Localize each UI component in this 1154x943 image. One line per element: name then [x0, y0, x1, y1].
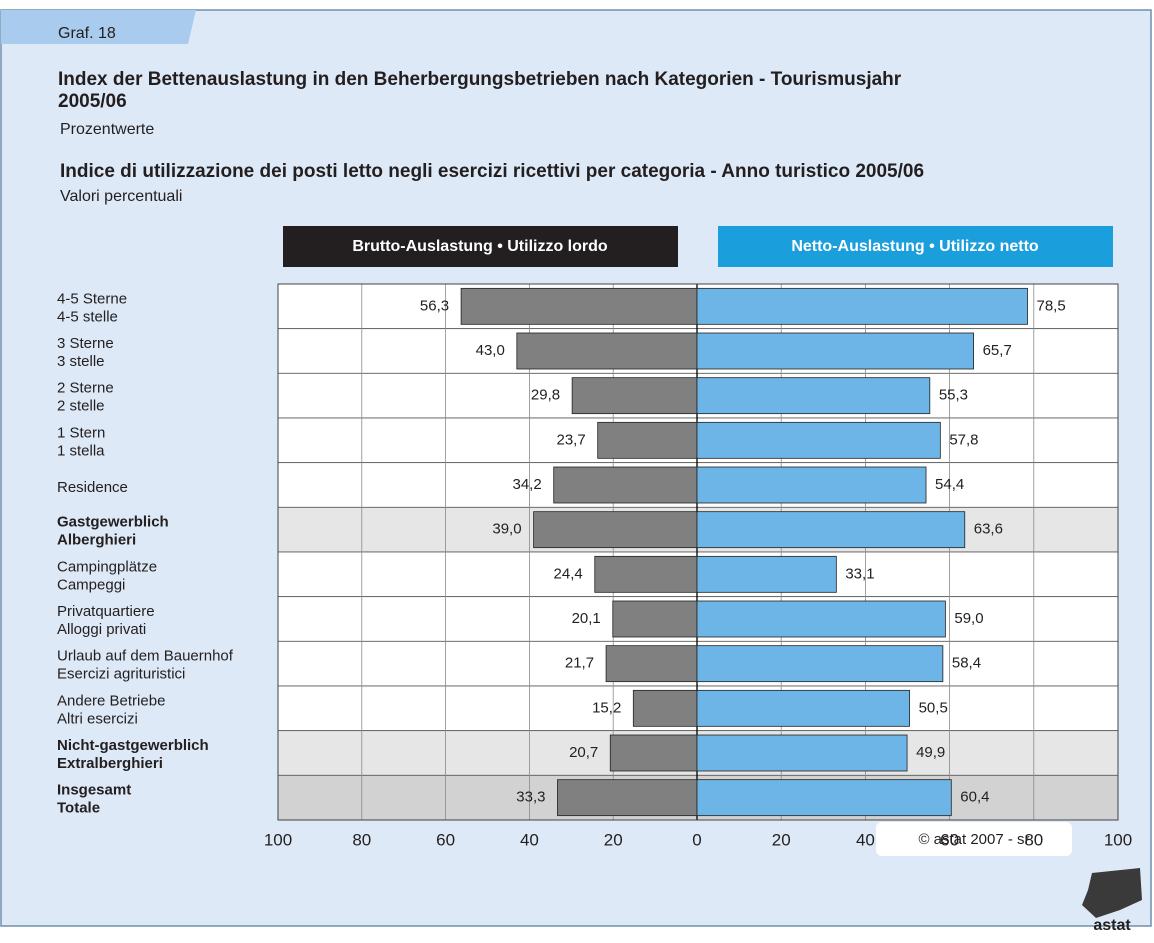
value-label: 15,2	[592, 699, 621, 716]
bar	[696, 287, 1028, 325]
chart-subtitle: Prozentwerte	[60, 121, 154, 138]
legend-label: Brutto-Auslastung • Utilizzo lordo	[352, 238, 608, 255]
chart-subtitle-2: Valori percentuali	[60, 188, 182, 205]
value-label: 24,4	[554, 565, 583, 582]
value-label: 78,5	[1036, 297, 1065, 314]
bar	[612, 600, 698, 638]
category-label: 2 Sterne 2 stelle	[57, 380, 114, 415]
bar	[533, 511, 698, 549]
chart-title: Index der Bettenauslastung in den Beherb…	[58, 69, 902, 112]
value-label: 63,6	[974, 521, 1003, 538]
value-label: 34,2	[512, 476, 541, 493]
tab	[1, 10, 196, 44]
x-tick-label: 0	[692, 830, 701, 849]
bar	[696, 466, 927, 504]
bar	[696, 555, 837, 593]
x-tick-label: 80	[1024, 830, 1043, 849]
bar	[594, 555, 698, 593]
bar	[696, 600, 946, 638]
category-label: Insgesamt Totale	[57, 782, 131, 817]
bar	[696, 645, 944, 683]
category-label: Nicht-gastgewerblich Extralberghieri	[57, 737, 209, 772]
category-label: 3 Sterne 3 stelle	[57, 335, 114, 370]
bar	[571, 377, 698, 415]
value-label: 49,9	[916, 744, 945, 761]
value-label: 59,0	[954, 610, 983, 627]
x-tick-label: 20	[604, 830, 623, 849]
x-tick-label: 80	[352, 830, 371, 849]
category-label: Campingplätze Campeggi	[57, 558, 157, 593]
value-label: 20,1	[572, 610, 601, 627]
category-label: 4-5 Sterne 4-5 stelle	[57, 290, 127, 325]
bar	[696, 779, 952, 817]
x-tick-label: 20	[772, 830, 791, 849]
bar	[557, 779, 698, 817]
x-tick-label: 40	[520, 830, 539, 849]
value-label: 54,4	[935, 476, 964, 493]
category-label: Privatquartiere Alloggi privati	[57, 603, 155, 638]
value-label: 58,4	[952, 655, 981, 672]
bar	[696, 511, 966, 549]
value-label: 55,3	[939, 387, 968, 404]
bar	[696, 377, 931, 415]
legend-label: Netto-Auslastung • Utilizzo netto	[791, 238, 1039, 255]
value-label: 50,5	[919, 699, 948, 716]
bar	[696, 734, 908, 772]
bar	[632, 689, 698, 727]
x-tick-label: 40	[856, 830, 875, 849]
plot-frame	[277, 283, 1119, 821]
series-header	[718, 226, 1113, 267]
value-label: 56,3	[420, 297, 449, 314]
category-label: Gastgewerblich Alberghieri	[57, 514, 169, 549]
value-label: 43,0	[476, 342, 505, 359]
bar	[696, 421, 941, 459]
value-label: 39,0	[492, 521, 521, 538]
logo-text: astat	[1093, 917, 1131, 934]
bar	[553, 466, 698, 504]
copyright-box	[876, 822, 1072, 856]
bar	[605, 645, 698, 683]
x-tick-label: 60	[436, 830, 455, 849]
bar	[460, 287, 698, 325]
value-label: 33,1	[845, 565, 874, 582]
bar	[696, 689, 911, 727]
bar	[597, 421, 698, 459]
category-label: Residence	[57, 479, 128, 496]
x-tick-label: 100	[1104, 830, 1132, 849]
x-tick-label: 100	[264, 830, 292, 849]
chart-title-2: Indice di utilizzazione dei posti letto …	[60, 161, 924, 182]
category-label: Urlaub auf dem Bauernhof Esercizi agritur…	[57, 648, 234, 683]
category-label: 1 Stern 1 stella	[57, 424, 105, 459]
value-label: 57,8	[949, 431, 978, 448]
logo-shape	[1082, 868, 1142, 918]
value-label: 60,4	[960, 789, 989, 806]
value-label: 29,8	[531, 387, 560, 404]
x-tick-label: 60	[940, 830, 959, 849]
bar	[609, 734, 698, 772]
value-label: 23,7	[556, 431, 585, 448]
value-label: 20,7	[569, 744, 598, 761]
value-label: 65,7	[983, 342, 1012, 359]
bar	[516, 332, 698, 370]
copyright: © astat 2007 - sr	[918, 831, 1029, 848]
bar	[696, 332, 974, 370]
category-label: Andere Betriebe Altri esercizi	[57, 692, 165, 727]
value-label: 21,7	[565, 655, 594, 672]
tab-label: Graf. 18	[58, 25, 116, 42]
value-label: 33,3	[516, 789, 545, 806]
series-header	[283, 226, 678, 267]
